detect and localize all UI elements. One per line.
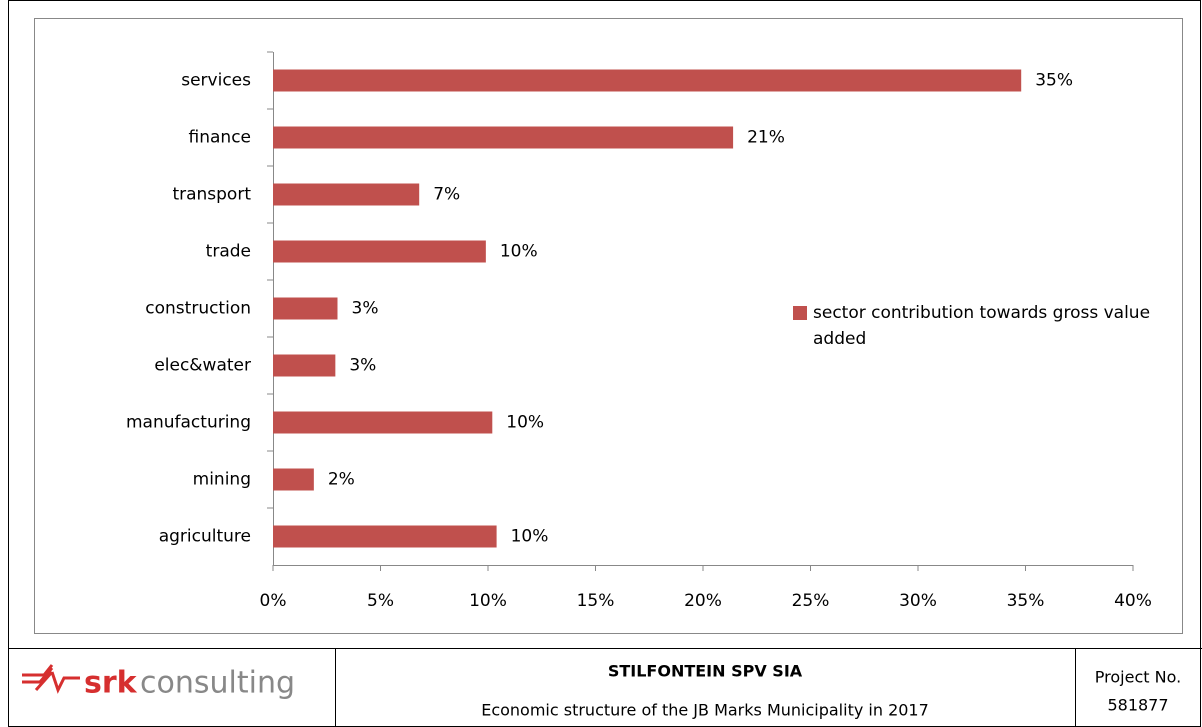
legend: sector contribution towards gross value … [793,300,1163,352]
value-label: 3% [352,299,379,319]
logo-brand: srk [84,666,138,701]
bar [273,525,497,548]
y-tick-label: manufacturing [126,413,251,433]
value-label: 3% [349,356,376,376]
y-tick-label: trade [206,242,251,262]
value-label: 10% [506,413,544,433]
y-tick-label: construction [145,299,251,319]
value-label: 21% [747,128,785,148]
footer-caption: Economic structure of the JB Marks Munic… [481,701,929,720]
y-tick-label: mining [193,470,251,490]
project-label: Project No. [1095,668,1181,687]
y-tick-label: transport [172,185,251,205]
y-tick-label: services [181,71,251,91]
x-tick-label: 15% [577,591,615,611]
x-tick-label: 30% [899,591,937,611]
x-tick-label: 20% [684,591,722,611]
y-tick-label: finance [189,128,251,148]
value-label: 10% [500,242,538,262]
bar [273,411,493,434]
value-label: 7% [433,185,460,205]
x-tick-label: 25% [792,591,830,611]
chart-frame [34,18,1183,634]
bar [273,240,486,263]
value-label: 35% [1035,71,1073,91]
x-tick-label: 35% [1007,591,1045,611]
footer-title: STILFONTEIN SPV SIA [608,662,803,681]
x-tick-label: 0% [260,591,287,611]
bar [273,69,1022,92]
bar [273,183,420,206]
bar [273,354,336,377]
x-tick-label: 40% [1114,591,1152,611]
x-tick-label: 10% [469,591,507,611]
logo-text: consulting [140,666,295,701]
bar [273,468,314,491]
x-tick-label: 5% [367,591,394,611]
value-label: 10% [511,527,549,547]
value-label: 2% [328,470,355,490]
y-tick-label: agriculture [159,527,251,547]
bar [273,126,734,149]
bar [273,297,338,320]
legend-label: sector contribution towards gross value … [813,303,1151,349]
legend-swatch [793,306,807,320]
logo-icon [22,664,80,694]
y-tick-label: elec&water [154,356,251,376]
project-number: 581877 [1107,696,1168,715]
